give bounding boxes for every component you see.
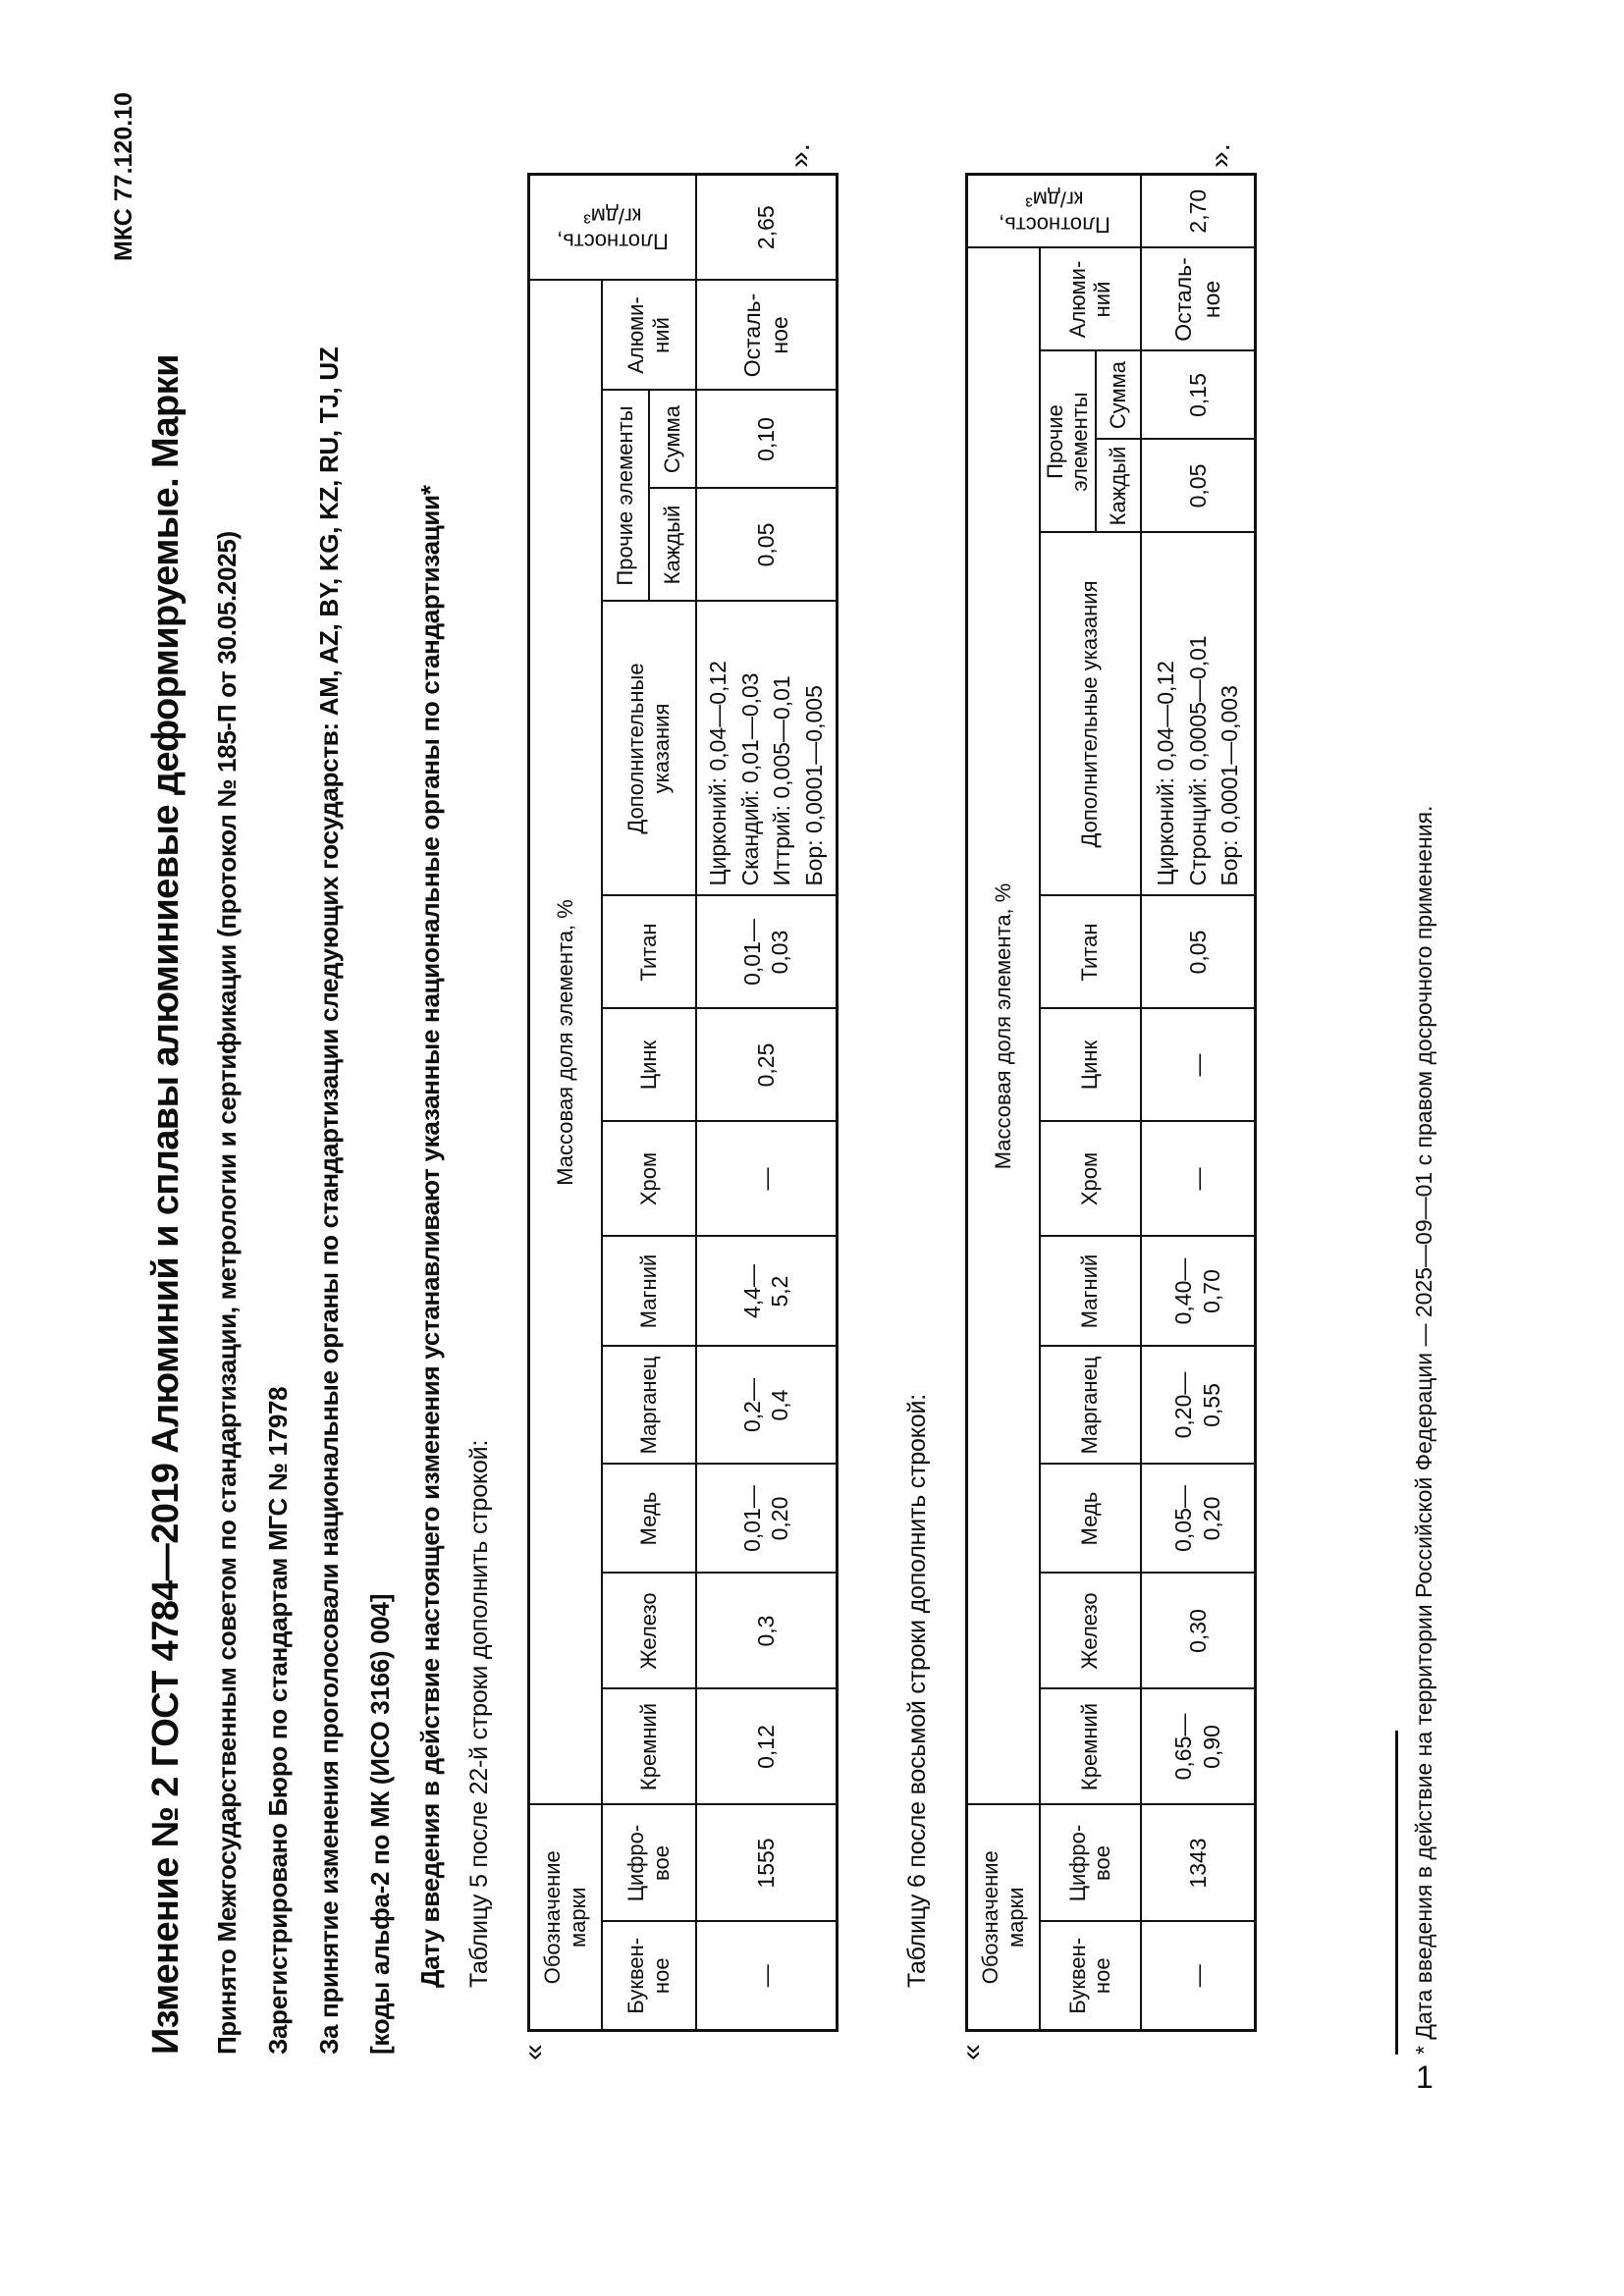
table-cell: 0,05 xyxy=(695,488,838,602)
change-title: Изменение № 2 ГОСТ 4784—2019 Алюминий и … xyxy=(145,354,187,2055)
table-cell: 1343 xyxy=(1141,1804,1256,1922)
table-cell: — xyxy=(1141,1921,1256,2031)
header-letter: Буквен- ное xyxy=(601,1921,696,2031)
header-extra: Дополнительные указания xyxy=(1039,532,1142,896)
header-silicon: Кремний xyxy=(601,1688,696,1805)
table-cell: 0,65— 0,90 xyxy=(1141,1688,1256,1805)
header-titanium: Титан xyxy=(601,895,696,1009)
table5-open-quote: « xyxy=(517,2044,550,2060)
header-silicon: Кремний xyxy=(1039,1688,1142,1805)
table-cell: 0,25 xyxy=(695,1008,838,1122)
footnote-rule xyxy=(1395,1731,1398,2055)
table6-close-quote: ». xyxy=(1204,142,1236,168)
table-cell-extra: Цирконий: 0,04—0,12 Стронций: 0,0005—0,0… xyxy=(1141,532,1256,896)
header-zinc: Цинк xyxy=(601,1008,696,1122)
registered-line: Зарегистрировано Бюро по стандартам МГС … xyxy=(263,1386,293,2055)
table-cell: — xyxy=(1141,1008,1256,1122)
table-cell: 2,65 xyxy=(695,174,838,281)
table-cell: — xyxy=(1141,1121,1256,1237)
header-titanium: Титан xyxy=(1039,895,1142,1009)
introduction-date-line: Дату введения в действие настоящего изме… xyxy=(415,485,445,1988)
header-designation: Обозначение марки xyxy=(966,1804,1040,2031)
header-density-text: Плотность, кг/дм³ xyxy=(998,187,1110,238)
table-cell: 0,01— 0,20 xyxy=(695,1464,838,1574)
table6-caption: Таблицу 6 после восьмой строки дополнить… xyxy=(903,1394,931,1988)
table-cell: — xyxy=(695,1921,838,2031)
table5-close-quote: ». xyxy=(784,142,816,168)
table-cell: 0,20— 0,55 xyxy=(1141,1346,1256,1465)
header-mass-fraction: Массовая доля элемента, % xyxy=(528,280,602,1805)
header-aluminium: Алюми- ний xyxy=(601,280,696,391)
table-cell: 0,2— 0,4 xyxy=(695,1346,838,1465)
table-cell: 0,10 xyxy=(695,390,838,489)
header-chromium: Хром xyxy=(1039,1121,1142,1237)
header-sum: Сумма xyxy=(1096,350,1142,440)
page-number: 1 xyxy=(1416,2059,1434,2095)
header-designation: Обозначение марки xyxy=(528,1804,602,2031)
vote-line: За принятие изменения проголосовали наци… xyxy=(314,347,344,2055)
table-cell: 0,30 xyxy=(1141,1573,1256,1689)
header-iron: Железо xyxy=(1039,1573,1142,1689)
header-each: Каждый xyxy=(648,488,696,602)
table-cell: 4,4— 5,2 xyxy=(695,1236,838,1347)
table-cell: 0,05— 0,20 xyxy=(1141,1464,1256,1574)
codes-line: [коды альфа-2 по МК (ИСО 3166) 004] xyxy=(365,1593,395,2055)
header-copper: Медь xyxy=(601,1464,696,1574)
header-density-text: Плотность, кг/дм³ xyxy=(556,202,669,254)
header-digital: Цифро- вое xyxy=(601,1804,696,1922)
header-sum: Сумма xyxy=(648,390,696,489)
table-cell: 0,05 xyxy=(1141,439,1256,533)
header-other-elements: Прочие элементы xyxy=(1039,350,1097,533)
header-manganese: Марганец xyxy=(601,1346,696,1465)
header-copper: Медь xyxy=(1039,1464,1142,1574)
table-cell: 0,15 xyxy=(1141,350,1256,440)
header-magnesium: Магний xyxy=(1039,1236,1142,1347)
table-cell: 0,3 xyxy=(695,1573,838,1689)
header-density: Плотность, кг/дм³ xyxy=(966,174,1142,248)
table-6: Обозначение марки Массовая доля элемента… xyxy=(965,172,1257,2032)
header-magnesium: Магний xyxy=(601,1236,696,1347)
table6-open-quote: « xyxy=(955,2044,988,2060)
header-chromium: Хром xyxy=(601,1121,696,1237)
table-cell: 0,40— 0,70 xyxy=(1141,1236,1256,1347)
accepted-line: Принято Межгосударственным советом по ст… xyxy=(212,531,242,2055)
table-cell: 1555 xyxy=(695,1804,838,1922)
table-cell: 2,70 xyxy=(1141,174,1256,248)
table5-caption: Таблицу 5 после 22-й строки дополнить ст… xyxy=(465,1439,493,1988)
ics-code: МКС 77.120.10 xyxy=(110,92,137,261)
header-digital: Цифро- вое xyxy=(1039,1804,1142,1922)
header-iron: Железо xyxy=(601,1573,696,1689)
header-mass-fraction: Массовая доля элемента, % xyxy=(966,247,1040,1805)
table-cell: Осталь- ное xyxy=(695,280,838,391)
table-cell: 0,12 xyxy=(695,1688,838,1805)
table-cell: 0,05 xyxy=(1141,895,1256,1009)
header-density: Плотность, кг/дм³ xyxy=(528,174,696,281)
header-manganese: Марганец xyxy=(1039,1346,1142,1465)
header-other-elements: Прочие элементы xyxy=(601,390,649,602)
header-zinc: Цинк xyxy=(1039,1008,1142,1122)
header-letter: Буквен- ное xyxy=(1039,1921,1142,2031)
table-5: Обозначение марки Массовая доля элемента… xyxy=(527,172,839,2032)
header-extra: Дополнительные указания xyxy=(601,601,696,896)
header-aluminium: Алюми- ний xyxy=(1039,247,1142,351)
table-cell: 0,01— 0,03 xyxy=(695,895,838,1009)
header-each: Каждый xyxy=(1096,439,1142,533)
table-cell-extra: Цирконий: 0,04—0,12 Скандий: 0,01—0,03 И… xyxy=(695,601,838,896)
table-cell: Осталь- ное xyxy=(1141,247,1256,351)
table-cell: — xyxy=(695,1121,838,1237)
footnote-text: * Дата введения в действие на территории… xyxy=(1411,805,1436,2055)
